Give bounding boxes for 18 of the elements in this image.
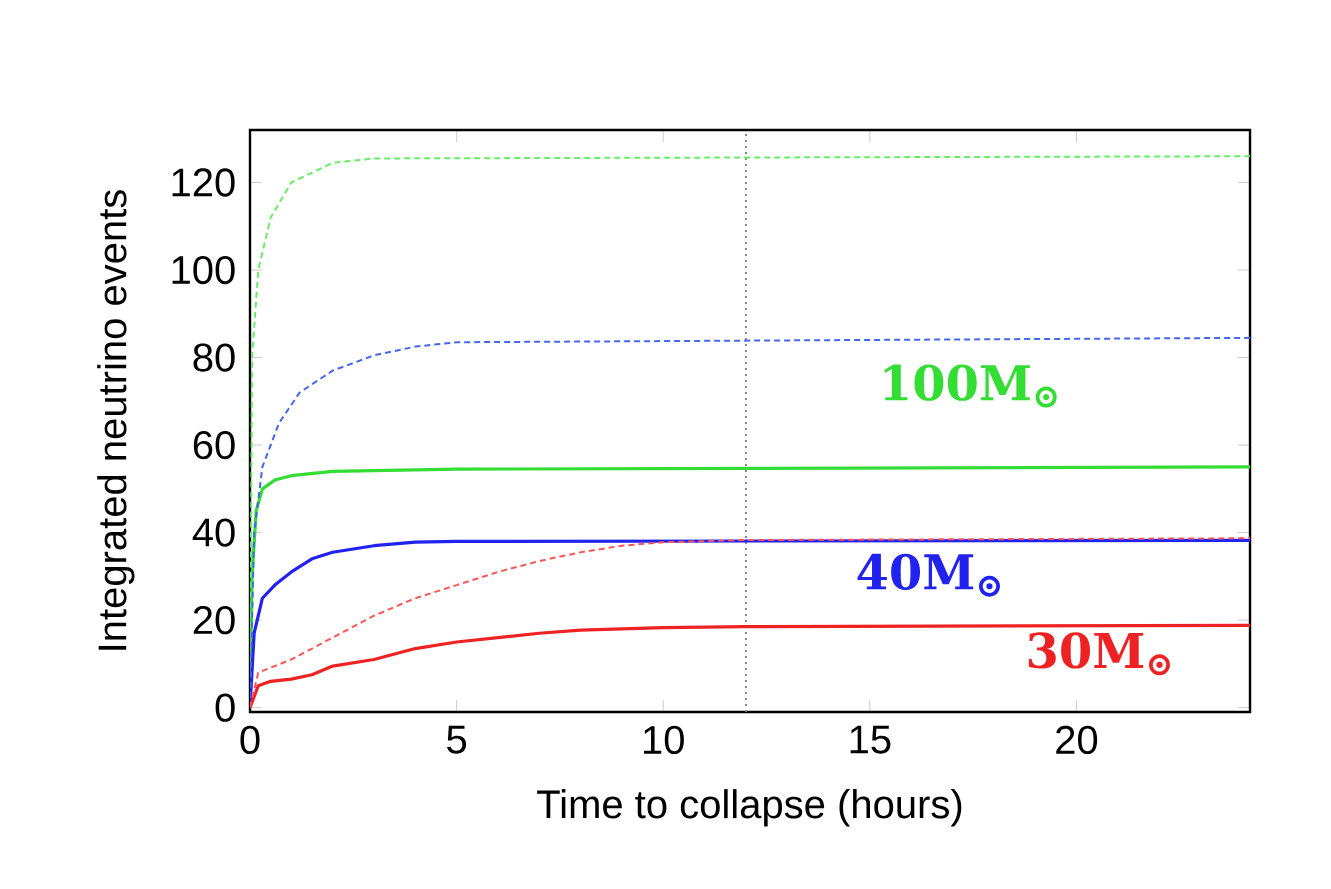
- annotation: 100M$_{⊙}$: [884, 364, 1057, 408]
- y-tick-label: 40: [192, 518, 235, 547]
- x-tick-label: 5: [447, 725, 467, 754]
- y-tick-label: 20: [193, 605, 235, 635]
- x-axis-title: Time to collapse (hours): [537, 789, 962, 827]
- x-tick-label: 10: [644, 725, 684, 755]
- line-series: [250, 623, 1251, 710]
- y-tick-label: 100: [172, 255, 235, 285]
- y-axis-title: Integrated neutrino events: [97, 190, 135, 650]
- y-tick-label: 80: [193, 343, 235, 372]
- annotation: 40M$_{⊙}$: [857, 553, 1000, 597]
- x-tick-label: 20: [1056, 725, 1098, 755]
- y-tick-label: 60: [193, 430, 235, 460]
- x-tick-label: 0: [240, 725, 260, 755]
- annotation: 30M$_{⊙}$: [1028, 632, 1170, 676]
- y-tick-label: 0: [215, 693, 235, 722]
- x-tick-label: 15: [850, 725, 891, 754]
- y-tick-label: 120: [172, 168, 235, 197]
